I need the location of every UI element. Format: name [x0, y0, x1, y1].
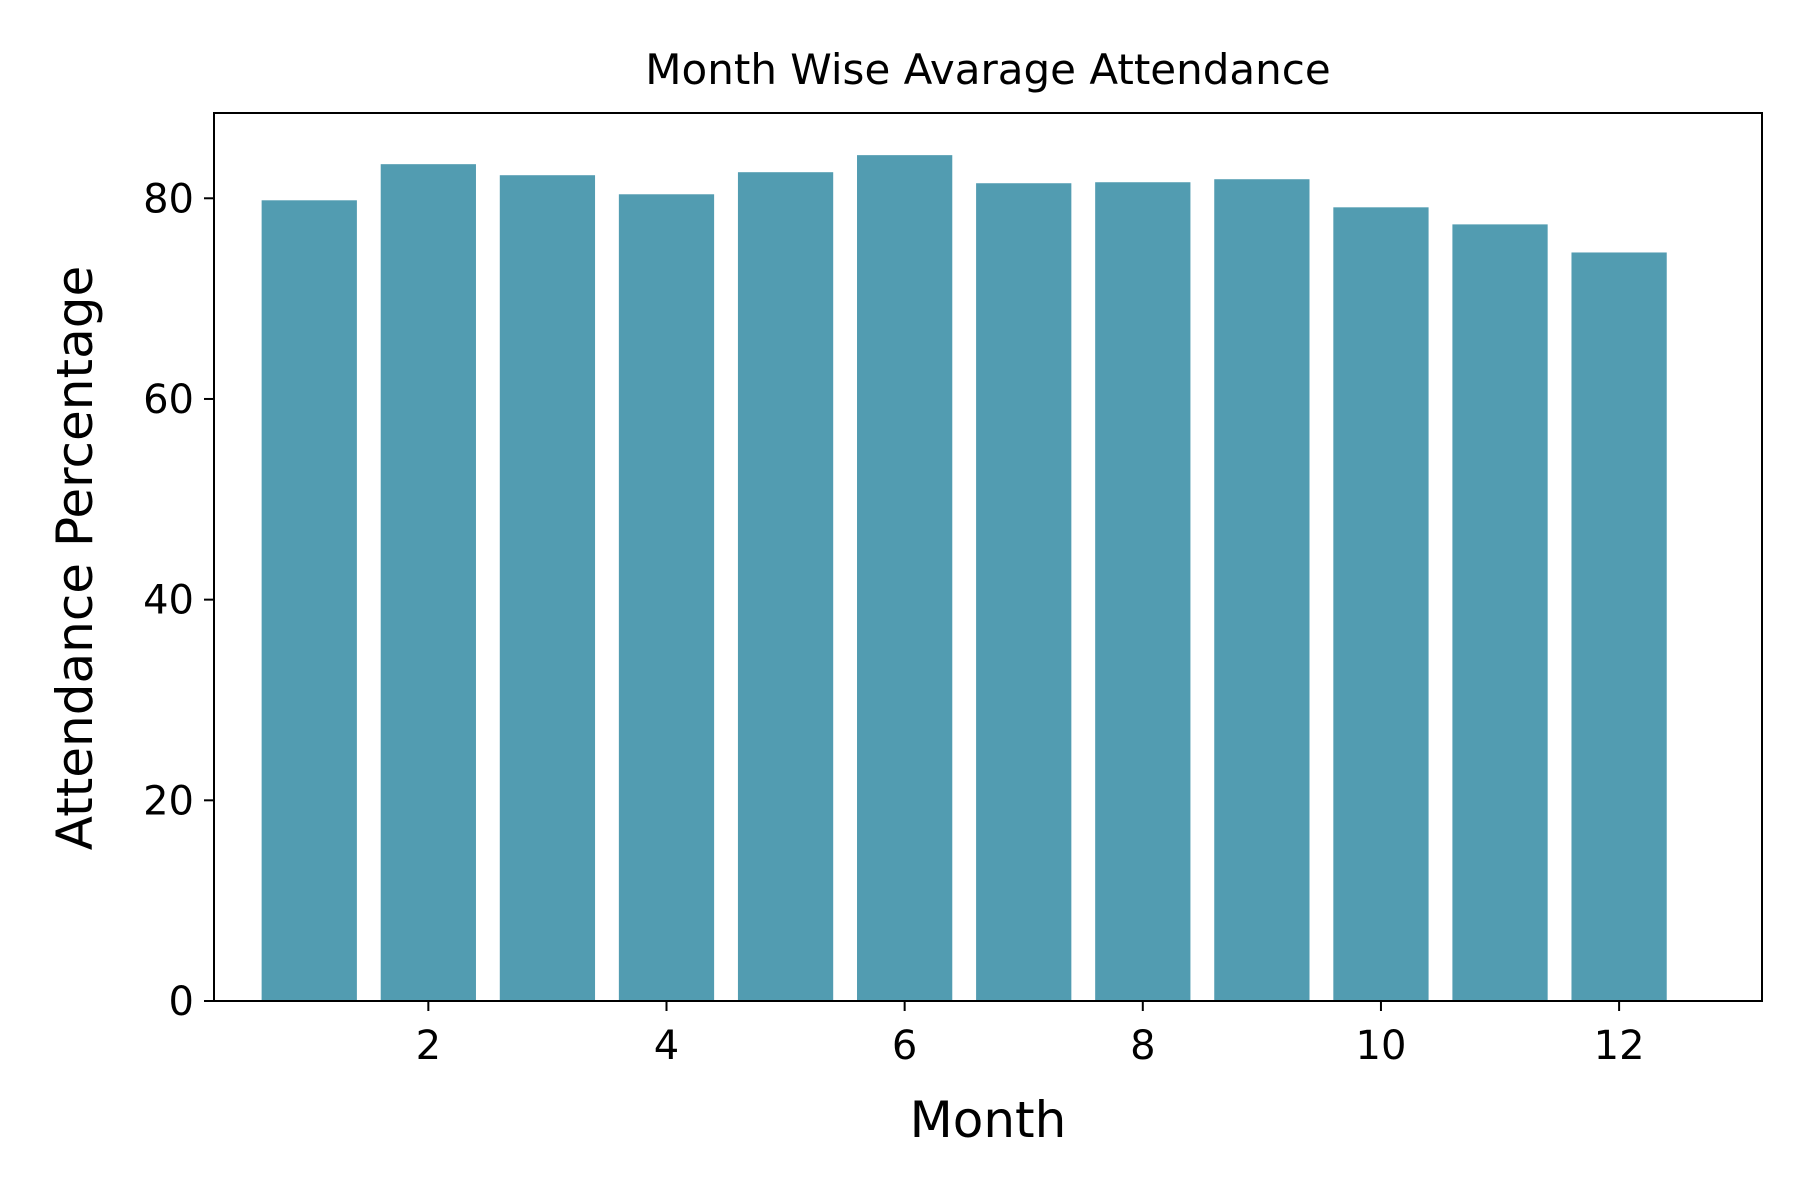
bar-month-3 [499, 175, 596, 1001]
x-tick-label: 8 [1130, 1023, 1155, 1069]
x-axis-ticks: 2 4 6 8 10 12 [416, 1001, 1645, 1069]
x-tick-label: 2 [416, 1023, 441, 1069]
bar-month-2 [380, 164, 476, 1002]
x-tick-label: 10 [1356, 1023, 1407, 1069]
y-tick-label: 60 [143, 377, 194, 423]
x-tick-label: 6 [892, 1023, 917, 1069]
y-axis-ticks: 0 20 40 60 80 [143, 176, 214, 1025]
y-axis-title: Attendance Percentage [46, 266, 104, 850]
chart-title: Month Wise Avarage Attendance [645, 45, 1330, 94]
y-tick-label: 0 [169, 979, 194, 1025]
y-tick-label: 80 [143, 176, 194, 222]
x-tick-label: 4 [654, 1023, 679, 1069]
y-tick-label: 40 [143, 578, 194, 624]
x-axis-title: Month [910, 1091, 1067, 1149]
bar-month-12 [1571, 252, 1667, 1001]
x-tick-label: 12 [1594, 1023, 1645, 1069]
bars-group [261, 155, 1667, 1002]
bar-month-8 [1095, 182, 1191, 1002]
bar-month-11 [1452, 224, 1548, 1001]
y-tick-label: 20 [143, 778, 194, 824]
bar-month-9 [1214, 179, 1310, 1001]
bar-month-7 [976, 183, 1072, 1001]
plot-frame [213, 112, 1763, 1002]
bar-month-1 [261, 200, 357, 1001]
bar-month-4 [618, 194, 715, 1001]
bar-month-5 [737, 172, 834, 1001]
bar-month-6 [857, 155, 953, 1001]
bar-month-10 [1333, 207, 1429, 1001]
